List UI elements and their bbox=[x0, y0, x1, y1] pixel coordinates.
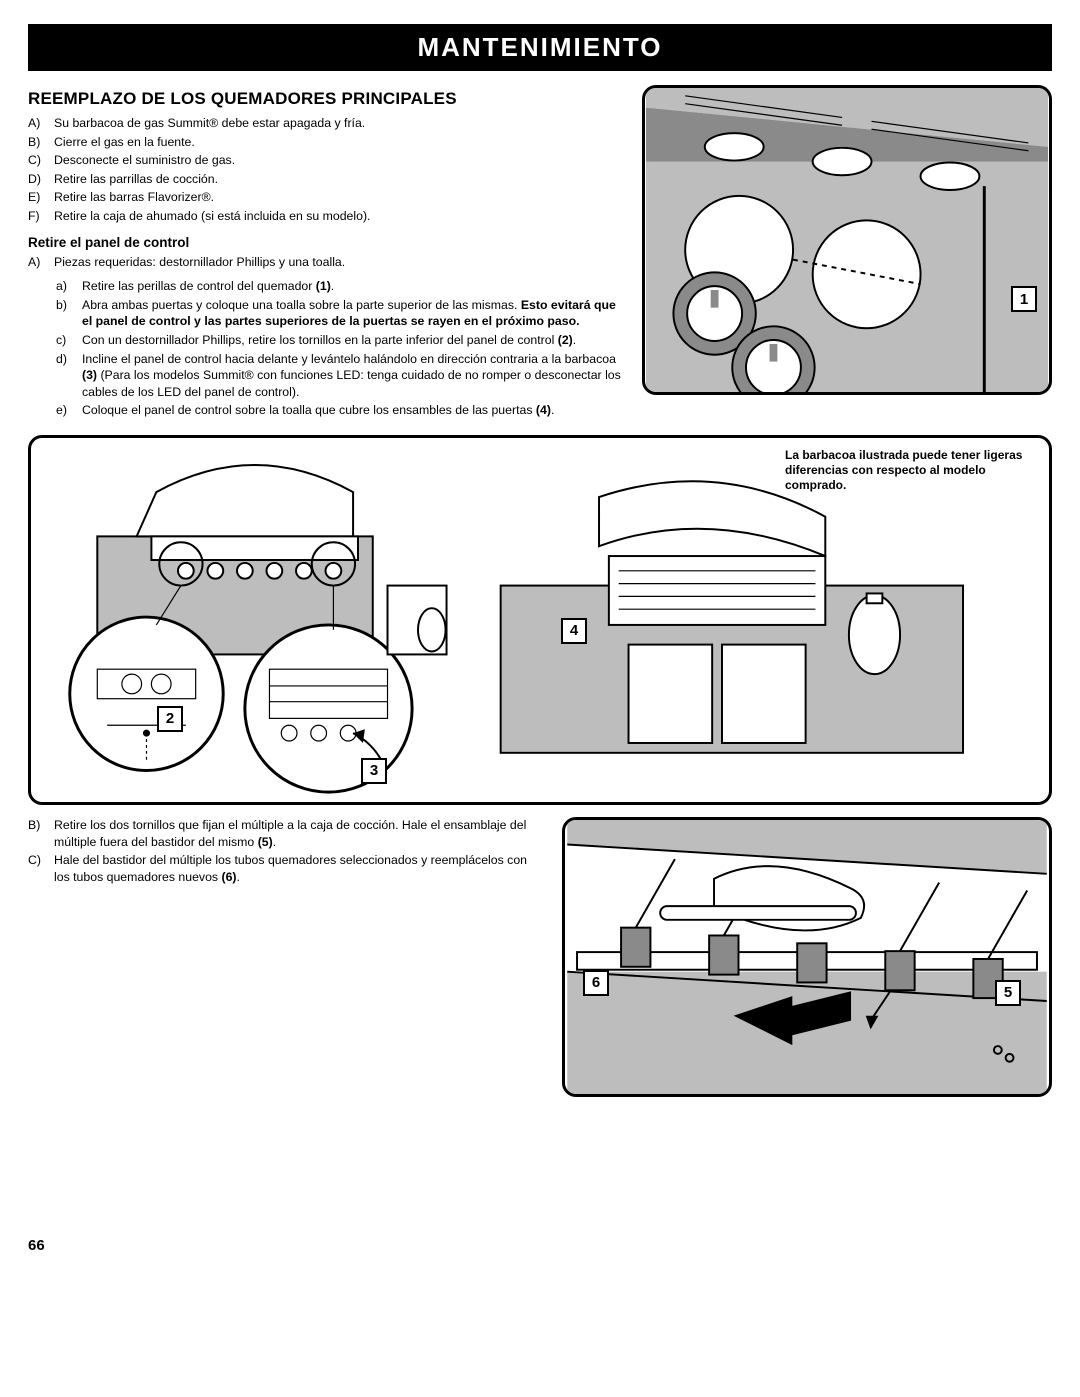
step-item: B) Cierre el gas en la fuente. bbox=[28, 134, 624, 151]
figure-1-knobs: 1 bbox=[642, 85, 1052, 395]
step-label: F) bbox=[28, 208, 46, 225]
step-text: Retire las parrillas de cocción. bbox=[54, 171, 218, 188]
step-item: E) Retire las barras Flavorizer®. bbox=[28, 189, 624, 206]
header-bar: MANTENIMIENTO bbox=[28, 24, 1052, 71]
sub-steps-list: a) Retire las perillas de control del que… bbox=[28, 278, 624, 419]
figure-wide-svg bbox=[31, 438, 1049, 802]
text-column: REEMPLAZO DE LOS QUEMADORES PRINCIPALES … bbox=[28, 85, 624, 421]
step-item: B)Retire los dos tornillos que fijan el … bbox=[28, 817, 544, 850]
step-text: Cierre el gas en la fuente. bbox=[54, 134, 195, 151]
substep-item: b)Abra ambas puertas y coloque una toall… bbox=[56, 297, 624, 330]
callout-6: 6 bbox=[583, 970, 609, 996]
step-text: Su barbacoa de gas Summit® debe estar ap… bbox=[54, 115, 365, 132]
substep-text: Coloque el panel de control sobre la toa… bbox=[82, 402, 554, 419]
substep-item: d)Incline el panel de control hacia dela… bbox=[56, 351, 624, 401]
secondary-steps-list: A) Piezas requeridas: destornillador Phil… bbox=[28, 254, 624, 271]
step-item: A) Su barbacoa de gas Summit® debe estar … bbox=[28, 115, 624, 132]
callout-5: 5 bbox=[995, 980, 1021, 1006]
figure-burner-svg bbox=[565, 820, 1049, 1094]
figure-burner-tubes: 6 5 bbox=[562, 817, 1052, 1097]
step-item: C) Desconecte el suministro de gas. bbox=[28, 152, 624, 169]
top-row: REEMPLAZO DE LOS QUEMADORES PRINCIPALES … bbox=[28, 85, 1052, 421]
substep-text: Incline el panel de control hacia delant… bbox=[82, 351, 624, 401]
header-title: MANTENIMIENTO bbox=[417, 32, 662, 62]
substep-text: Con un destornillador Phillips, retire l… bbox=[82, 332, 576, 349]
substep-item: c) Con un destornillador Phillips, retire… bbox=[56, 332, 624, 349]
substep-text: Retire las perillas de control del quema… bbox=[82, 278, 334, 295]
step-item: A) Piezas requeridas: destornillador Phil… bbox=[28, 254, 624, 271]
page: MANTENIMIENTO REEMPLAZO DE LOS QUEMADORE… bbox=[0, 0, 1080, 1274]
substep-label: e) bbox=[56, 402, 74, 419]
subsection-title: Retire el panel de control bbox=[28, 235, 624, 250]
lower-text-column: B)Retire los dos tornillos que fijan el … bbox=[28, 817, 544, 893]
substep-item: e) Coloque el panel de control sobre la t… bbox=[56, 402, 624, 419]
substep-item: a) Retire las perillas de control del que… bbox=[56, 278, 624, 295]
step-label: A) bbox=[28, 115, 46, 132]
substep-label: d) bbox=[56, 351, 74, 401]
callout-2: 2 bbox=[157, 706, 183, 732]
step-label: B) bbox=[28, 817, 46, 850]
step-label: C) bbox=[28, 852, 46, 885]
step-item: D) Retire las parrillas de cocción. bbox=[28, 171, 624, 188]
callout-1: 1 bbox=[1011, 286, 1037, 312]
callout-4: 4 bbox=[561, 618, 587, 644]
callout-3: 3 bbox=[361, 758, 387, 784]
step-item: C)Hale del bastidor del múltiple los tub… bbox=[28, 852, 544, 885]
step-text: Desconecte el suministro de gas. bbox=[54, 152, 235, 169]
step-item: F) Retire la caja de ahumado (si está inc… bbox=[28, 208, 624, 225]
substep-label: c) bbox=[56, 332, 74, 349]
substep-label: b) bbox=[56, 297, 74, 330]
primary-steps-list: A) Su barbacoa de gas Summit® debe estar … bbox=[28, 115, 624, 225]
step-label: C) bbox=[28, 152, 46, 169]
lower-row: B)Retire los dos tornillos que fijan el … bbox=[28, 817, 1052, 1097]
figure-1-svg bbox=[645, 88, 1049, 392]
step-label: B) bbox=[28, 134, 46, 151]
page-number: 66 bbox=[28, 1237, 1052, 1254]
substep-text: Abra ambas puertas y coloque una toalla … bbox=[82, 297, 624, 330]
step-label: D) bbox=[28, 171, 46, 188]
step-text: Retire las barras Flavorizer®. bbox=[54, 189, 214, 206]
section-title: REEMPLAZO DE LOS QUEMADORES PRINCIPALES bbox=[28, 89, 624, 109]
step-text: Retire los dos tornillos que fijan el mú… bbox=[54, 817, 544, 850]
step-text: Hale del bastidor del múltiple los tubos… bbox=[54, 852, 544, 885]
lower-steps-list: B)Retire los dos tornillos que fijan el … bbox=[28, 817, 544, 885]
step-text: Piezas requeridas: destornillador Philli… bbox=[54, 254, 345, 271]
step-label: A) bbox=[28, 254, 46, 271]
step-label: E) bbox=[28, 189, 46, 206]
figure-wide-grills: La barbacoa ilustrada puede tener ligera… bbox=[28, 435, 1052, 805]
substep-label: a) bbox=[56, 278, 74, 295]
step-text: Retire la caja de ahumado (si está inclu… bbox=[54, 208, 370, 225]
